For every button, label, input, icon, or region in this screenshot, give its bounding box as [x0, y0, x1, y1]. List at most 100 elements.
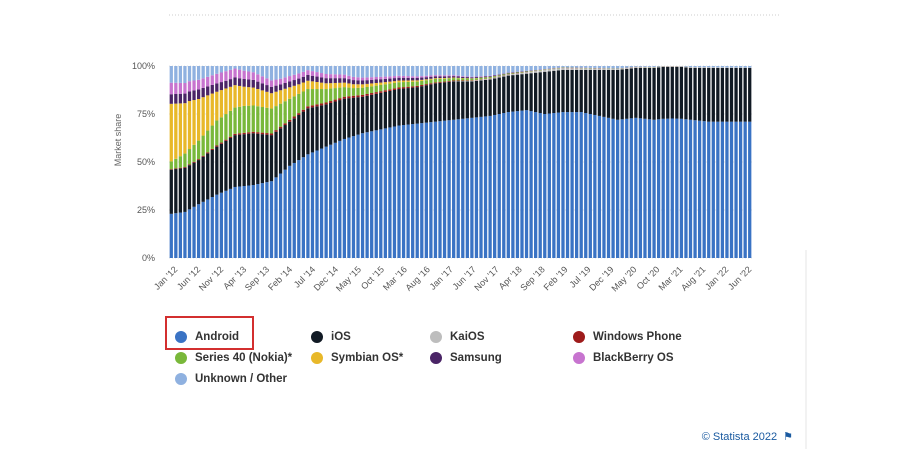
bar-segment-android[interactable]: [379, 129, 383, 258]
bar-segment-windows-phone[interactable]: [420, 85, 424, 87]
bar-segment-android[interactable]: [447, 120, 451, 259]
bar-segment-ios[interactable]: [274, 131, 278, 178]
bar-segment-windows-phone[interactable]: [392, 88, 397, 90]
bar-segment-ios[interactable]: [697, 67, 702, 121]
bar-segment-ios[interactable]: [470, 81, 474, 118]
bar-segment-windows-phone[interactable]: [438, 81, 442, 83]
bar-segment-ios[interactable]: [187, 165, 192, 210]
bar-segment-series-40-nokia[interactable]: [256, 106, 260, 133]
bar-segment-blackberry-os[interactable]: [383, 76, 387, 79]
bar-segment-blackberry-os[interactable]: [169, 82, 173, 95]
bar-segment-ios[interactable]: [670, 66, 674, 119]
bar-segment-symbian-os[interactable]: [237, 85, 242, 107]
bar-segment-windows-phone[interactable]: [297, 113, 301, 115]
bar-segment-ios[interactable]: [324, 104, 328, 147]
bar-segment-ios[interactable]: [406, 88, 410, 125]
bar-segment-android[interactable]: [342, 138, 346, 258]
bar-segment-samsung[interactable]: [169, 94, 173, 104]
bar-segment-samsung[interactable]: [338, 78, 342, 83]
bar-segment-ios[interactable]: [237, 134, 242, 187]
bar-segment-blackberry-os[interactable]: [365, 77, 369, 81]
bar-segment-kaios[interactable]: [534, 71, 538, 73]
bar-segment-ios[interactable]: [278, 128, 283, 174]
bar-segment-symbian-os[interactable]: [365, 83, 369, 87]
bar-segment-kaios[interactable]: [538, 70, 542, 73]
bar-segment-android[interactable]: [324, 146, 328, 258]
bar-segment-unknown-other[interactable]: [465, 66, 469, 77]
bar-segment-samsung[interactable]: [442, 76, 447, 78]
bar-segment-samsung[interactable]: [351, 80, 356, 85]
bar-segment-ios[interactable]: [215, 146, 219, 195]
bar-segment-ios[interactable]: [260, 134, 265, 184]
bar-segment-ios[interactable]: [256, 133, 260, 185]
bar-segment-series-40-nokia[interactable]: [493, 76, 497, 78]
bar-segment-samsung[interactable]: [274, 85, 278, 92]
bar-segment-ios[interactable]: [652, 67, 656, 120]
bar-segment-ios[interactable]: [684, 67, 688, 120]
bar-segment-ios[interactable]: [593, 69, 597, 115]
bar-segment-kaios[interactable]: [611, 68, 615, 70]
bar-segment-android[interactable]: [629, 118, 633, 258]
bar-segment-kaios[interactable]: [575, 68, 579, 70]
bar-segment-blackberry-os[interactable]: [283, 77, 287, 83]
bar-segment-series-40-nokia[interactable]: [283, 101, 287, 124]
bar-segment-series-40-nokia[interactable]: [201, 135, 205, 156]
bar-segment-android[interactable]: [456, 119, 460, 258]
bar-segment-series-40-nokia[interactable]: [479, 77, 483, 80]
bar-segment-ios[interactable]: [488, 79, 492, 116]
bar-segment-kaios[interactable]: [693, 67, 697, 68]
bar-segment-ios[interactable]: [656, 67, 661, 120]
bar-segment-kaios[interactable]: [565, 68, 570, 70]
bar-segment-ios[interactable]: [465, 81, 469, 119]
legend-item-kaios[interactable]: KaiOS: [430, 327, 485, 347]
bar-segment-samsung[interactable]: [251, 79, 255, 88]
bar-segment-unknown-other[interactable]: [324, 66, 328, 74]
bar-segment-series-40-nokia[interactable]: [319, 89, 324, 104]
bar-segment-ios[interactable]: [502, 76, 506, 114]
bar-segment-unknown-other[interactable]: [406, 66, 410, 77]
bar-segment-blackberry-os[interactable]: [219, 72, 224, 83]
bar-segment-windows-phone[interactable]: [333, 99, 337, 102]
bar-segment-kaios[interactable]: [620, 68, 624, 70]
bar-segment-kaios[interactable]: [616, 68, 620, 70]
bar-segment-symbian-os[interactable]: [411, 80, 415, 82]
bar-segment-ios[interactable]: [561, 69, 565, 113]
bar-segment-unknown-other[interactable]: [260, 66, 265, 77]
bar-segment-series-40-nokia[interactable]: [452, 78, 456, 81]
bar-segment-windows-phone[interactable]: [306, 106, 310, 109]
bar-segment-kaios[interactable]: [602, 68, 606, 70]
bar-segment-android[interactable]: [247, 185, 251, 258]
bar-segment-blackberry-os[interactable]: [424, 75, 428, 78]
bar-segment-unknown-other[interactable]: [725, 66, 729, 68]
bar-segment-symbian-os[interactable]: [256, 88, 260, 107]
bar-segment-windows-phone[interactable]: [233, 133, 237, 136]
bar-segment-kaios[interactable]: [684, 66, 688, 68]
bar-segment-unknown-other[interactable]: [743, 66, 747, 68]
bar-segment-unknown-other[interactable]: [729, 66, 734, 68]
bar-segment-blackberry-os[interactable]: [210, 75, 214, 85]
bar-segment-blackberry-os[interactable]: [456, 75, 460, 77]
bar-segment-symbian-os[interactable]: [174, 103, 178, 159]
bar-segment-blackberry-os[interactable]: [228, 69, 233, 80]
bar-segment-windows-phone[interactable]: [251, 131, 255, 134]
bar-segment-samsung[interactable]: [461, 76, 465, 79]
bar-segment-series-40-nokia[interactable]: [415, 81, 419, 86]
bar-segment-ios[interactable]: [196, 160, 201, 205]
bar-segment-blackberry-os[interactable]: [251, 72, 255, 80]
bar-segment-android[interactable]: [306, 154, 310, 258]
bar-segment-ios[interactable]: [456, 81, 460, 120]
bar-segment-samsung[interactable]: [265, 85, 269, 92]
bar-segment-kaios[interactable]: [520, 72, 524, 75]
bar-segment-windows-phone[interactable]: [224, 139, 228, 141]
bar-segment-series-40-nokia[interactable]: [438, 78, 442, 82]
bar-segment-ios[interactable]: [424, 85, 428, 123]
bar-segment-ios[interactable]: [365, 95, 369, 133]
bar-segment-kaios[interactable]: [584, 68, 588, 70]
bar-segment-ios[interactable]: [556, 70, 561, 113]
bar-segment-series-40-nokia[interactable]: [360, 87, 365, 95]
bar-segment-android[interactable]: [602, 116, 606, 258]
bar-segment-kaios[interactable]: [675, 66, 679, 67]
bar-segment-blackberry-os[interactable]: [356, 77, 360, 81]
bar-segment-android[interactable]: [237, 186, 242, 258]
bar-segment-symbian-os[interactable]: [242, 86, 246, 106]
